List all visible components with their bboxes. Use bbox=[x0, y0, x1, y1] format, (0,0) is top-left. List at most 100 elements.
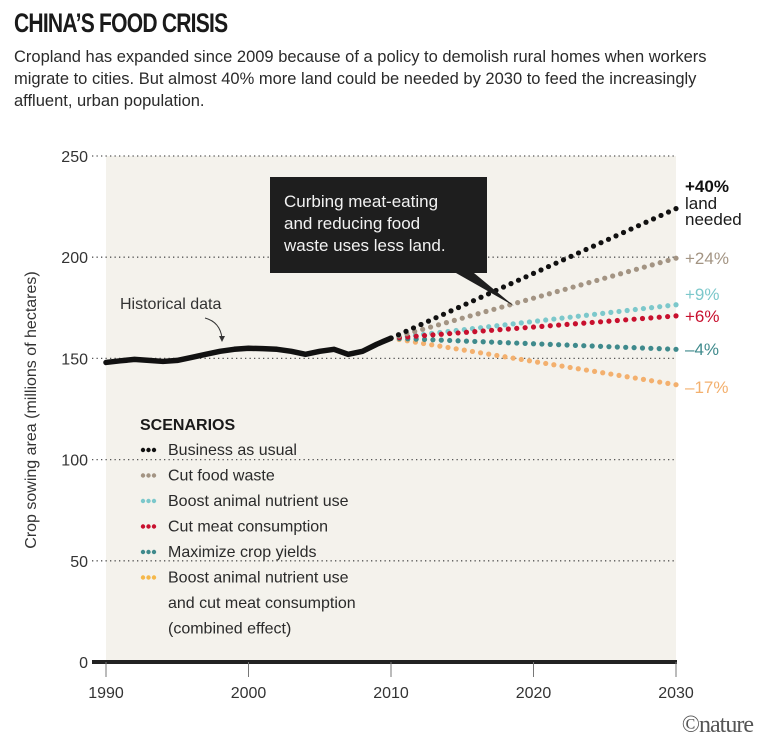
scenario-dot bbox=[455, 338, 461, 344]
scenario-dot bbox=[472, 329, 478, 335]
scenario-dot bbox=[488, 339, 495, 345]
scenario-dot bbox=[575, 366, 581, 372]
legend-item: Boost animal nutrient use bbox=[140, 493, 349, 510]
scenario-dot bbox=[591, 368, 598, 375]
scenario-dot bbox=[614, 317, 620, 324]
scenario-dot bbox=[598, 240, 604, 246]
scenario-dot bbox=[463, 329, 470, 335]
callout: Curbing meat-eating and reducing food wast… bbox=[270, 177, 514, 306]
scenario-dot bbox=[403, 328, 409, 334]
scenario-dot bbox=[543, 360, 549, 367]
scenario-dot bbox=[640, 305, 647, 312]
scenario-dot bbox=[420, 326, 426, 332]
scenario-dot bbox=[510, 355, 516, 361]
legend-label: Maximize crop yields bbox=[168, 544, 316, 561]
scenario-dot bbox=[518, 320, 524, 326]
scenario-dot bbox=[591, 311, 598, 317]
callout-text-line: and reducing food bbox=[284, 214, 420, 233]
scenario-dot bbox=[673, 206, 679, 212]
scenario-dot bbox=[570, 284, 576, 290]
scenario-dot bbox=[590, 243, 597, 249]
scenario-dot bbox=[583, 312, 590, 318]
legend-item: Business as usual bbox=[140, 442, 297, 459]
scenario-dot bbox=[427, 324, 434, 330]
scenario-dot bbox=[633, 266, 640, 272]
scenario-dot bbox=[583, 367, 590, 373]
scenario-dot bbox=[418, 321, 424, 328]
y-tick-label: 200 bbox=[61, 250, 88, 267]
scenario-dot bbox=[608, 371, 614, 377]
end-label: +24% bbox=[685, 249, 729, 268]
scenario-dot bbox=[518, 356, 524, 363]
scenario-dot bbox=[538, 267, 544, 273]
scenario-dot bbox=[530, 341, 537, 347]
scenario-series bbox=[388, 206, 679, 388]
end-label: +9% bbox=[685, 285, 720, 304]
legend-swatch-dot bbox=[151, 575, 157, 580]
scenario-dot bbox=[539, 341, 545, 347]
scenario-dot bbox=[508, 281, 514, 287]
scenario-dot bbox=[665, 257, 671, 264]
scenario-dot bbox=[430, 332, 436, 338]
scenario-dot bbox=[581, 320, 587, 326]
scenario-dot bbox=[673, 255, 679, 261]
scenario-dot bbox=[433, 315, 439, 321]
scenario-dot bbox=[551, 362, 557, 368]
scenario-dot bbox=[515, 277, 522, 283]
scenario-dot bbox=[494, 323, 500, 329]
callout-text-line: waste uses less land. bbox=[283, 236, 446, 255]
scenario-dot bbox=[657, 379, 663, 385]
historical-line bbox=[103, 335, 394, 366]
legend-item: Boost animal nutrient use and cut meat co… bbox=[140, 570, 356, 638]
legend-label: and cut meat consumption bbox=[168, 595, 356, 612]
legend-swatch-dot bbox=[151, 447, 157, 453]
end-label: +40% bbox=[685, 177, 729, 196]
scenario-dot bbox=[485, 291, 492, 297]
scenario-dot bbox=[600, 370, 606, 376]
scenario-dot bbox=[459, 315, 465, 321]
scenario-dot bbox=[632, 306, 638, 313]
scenario-dot bbox=[551, 316, 557, 322]
scenario-dot bbox=[613, 233, 619, 239]
legend-swatch-dot bbox=[151, 524, 157, 529]
scenario-dot bbox=[617, 271, 624, 277]
scenario-dot bbox=[606, 344, 612, 350]
scenario-dot bbox=[572, 342, 579, 348]
scenario-dot bbox=[631, 316, 637, 322]
grid-lines bbox=[92, 155, 676, 562]
scenario-dot bbox=[486, 351, 492, 357]
scenario-dot bbox=[469, 348, 476, 355]
scenario-dot bbox=[530, 270, 537, 276]
x-tick-label: 1990 bbox=[88, 685, 124, 702]
scenario-dot bbox=[562, 286, 568, 292]
scenario-dot bbox=[602, 275, 608, 281]
legend-label: (combined effect) bbox=[168, 621, 291, 638]
scenario-dot bbox=[583, 246, 589, 253]
scenario-dot bbox=[665, 346, 671, 352]
scenario-dot bbox=[523, 274, 529, 280]
scenario-dot bbox=[421, 336, 428, 343]
scenario-dot bbox=[515, 300, 521, 306]
scenario-dot bbox=[547, 341, 553, 347]
scenario-dot bbox=[597, 319, 604, 325]
legend-swatch-dot bbox=[140, 498, 146, 504]
scenario-dot bbox=[589, 319, 595, 326]
legend-swatch-dot bbox=[140, 524, 146, 529]
legend-title: SCENARIOS bbox=[140, 417, 235, 434]
scenario-dot bbox=[610, 273, 616, 279]
scenario-dot bbox=[657, 304, 663, 310]
scenario-dot bbox=[526, 319, 533, 325]
scenario-dot bbox=[631, 345, 637, 351]
scenario-dot bbox=[656, 346, 662, 352]
scenario-dot bbox=[438, 331, 444, 337]
scenario-dot bbox=[581, 343, 587, 349]
scenario-dot bbox=[470, 298, 477, 304]
callout-box bbox=[270, 177, 514, 306]
legend-swatch-dot bbox=[146, 447, 151, 453]
scenario-dot bbox=[475, 311, 481, 317]
y-tick-label: 0 bbox=[79, 655, 88, 672]
x-tick-label: 2020 bbox=[516, 685, 552, 702]
scenario-dot bbox=[589, 343, 595, 349]
scenario-dot bbox=[467, 313, 473, 319]
